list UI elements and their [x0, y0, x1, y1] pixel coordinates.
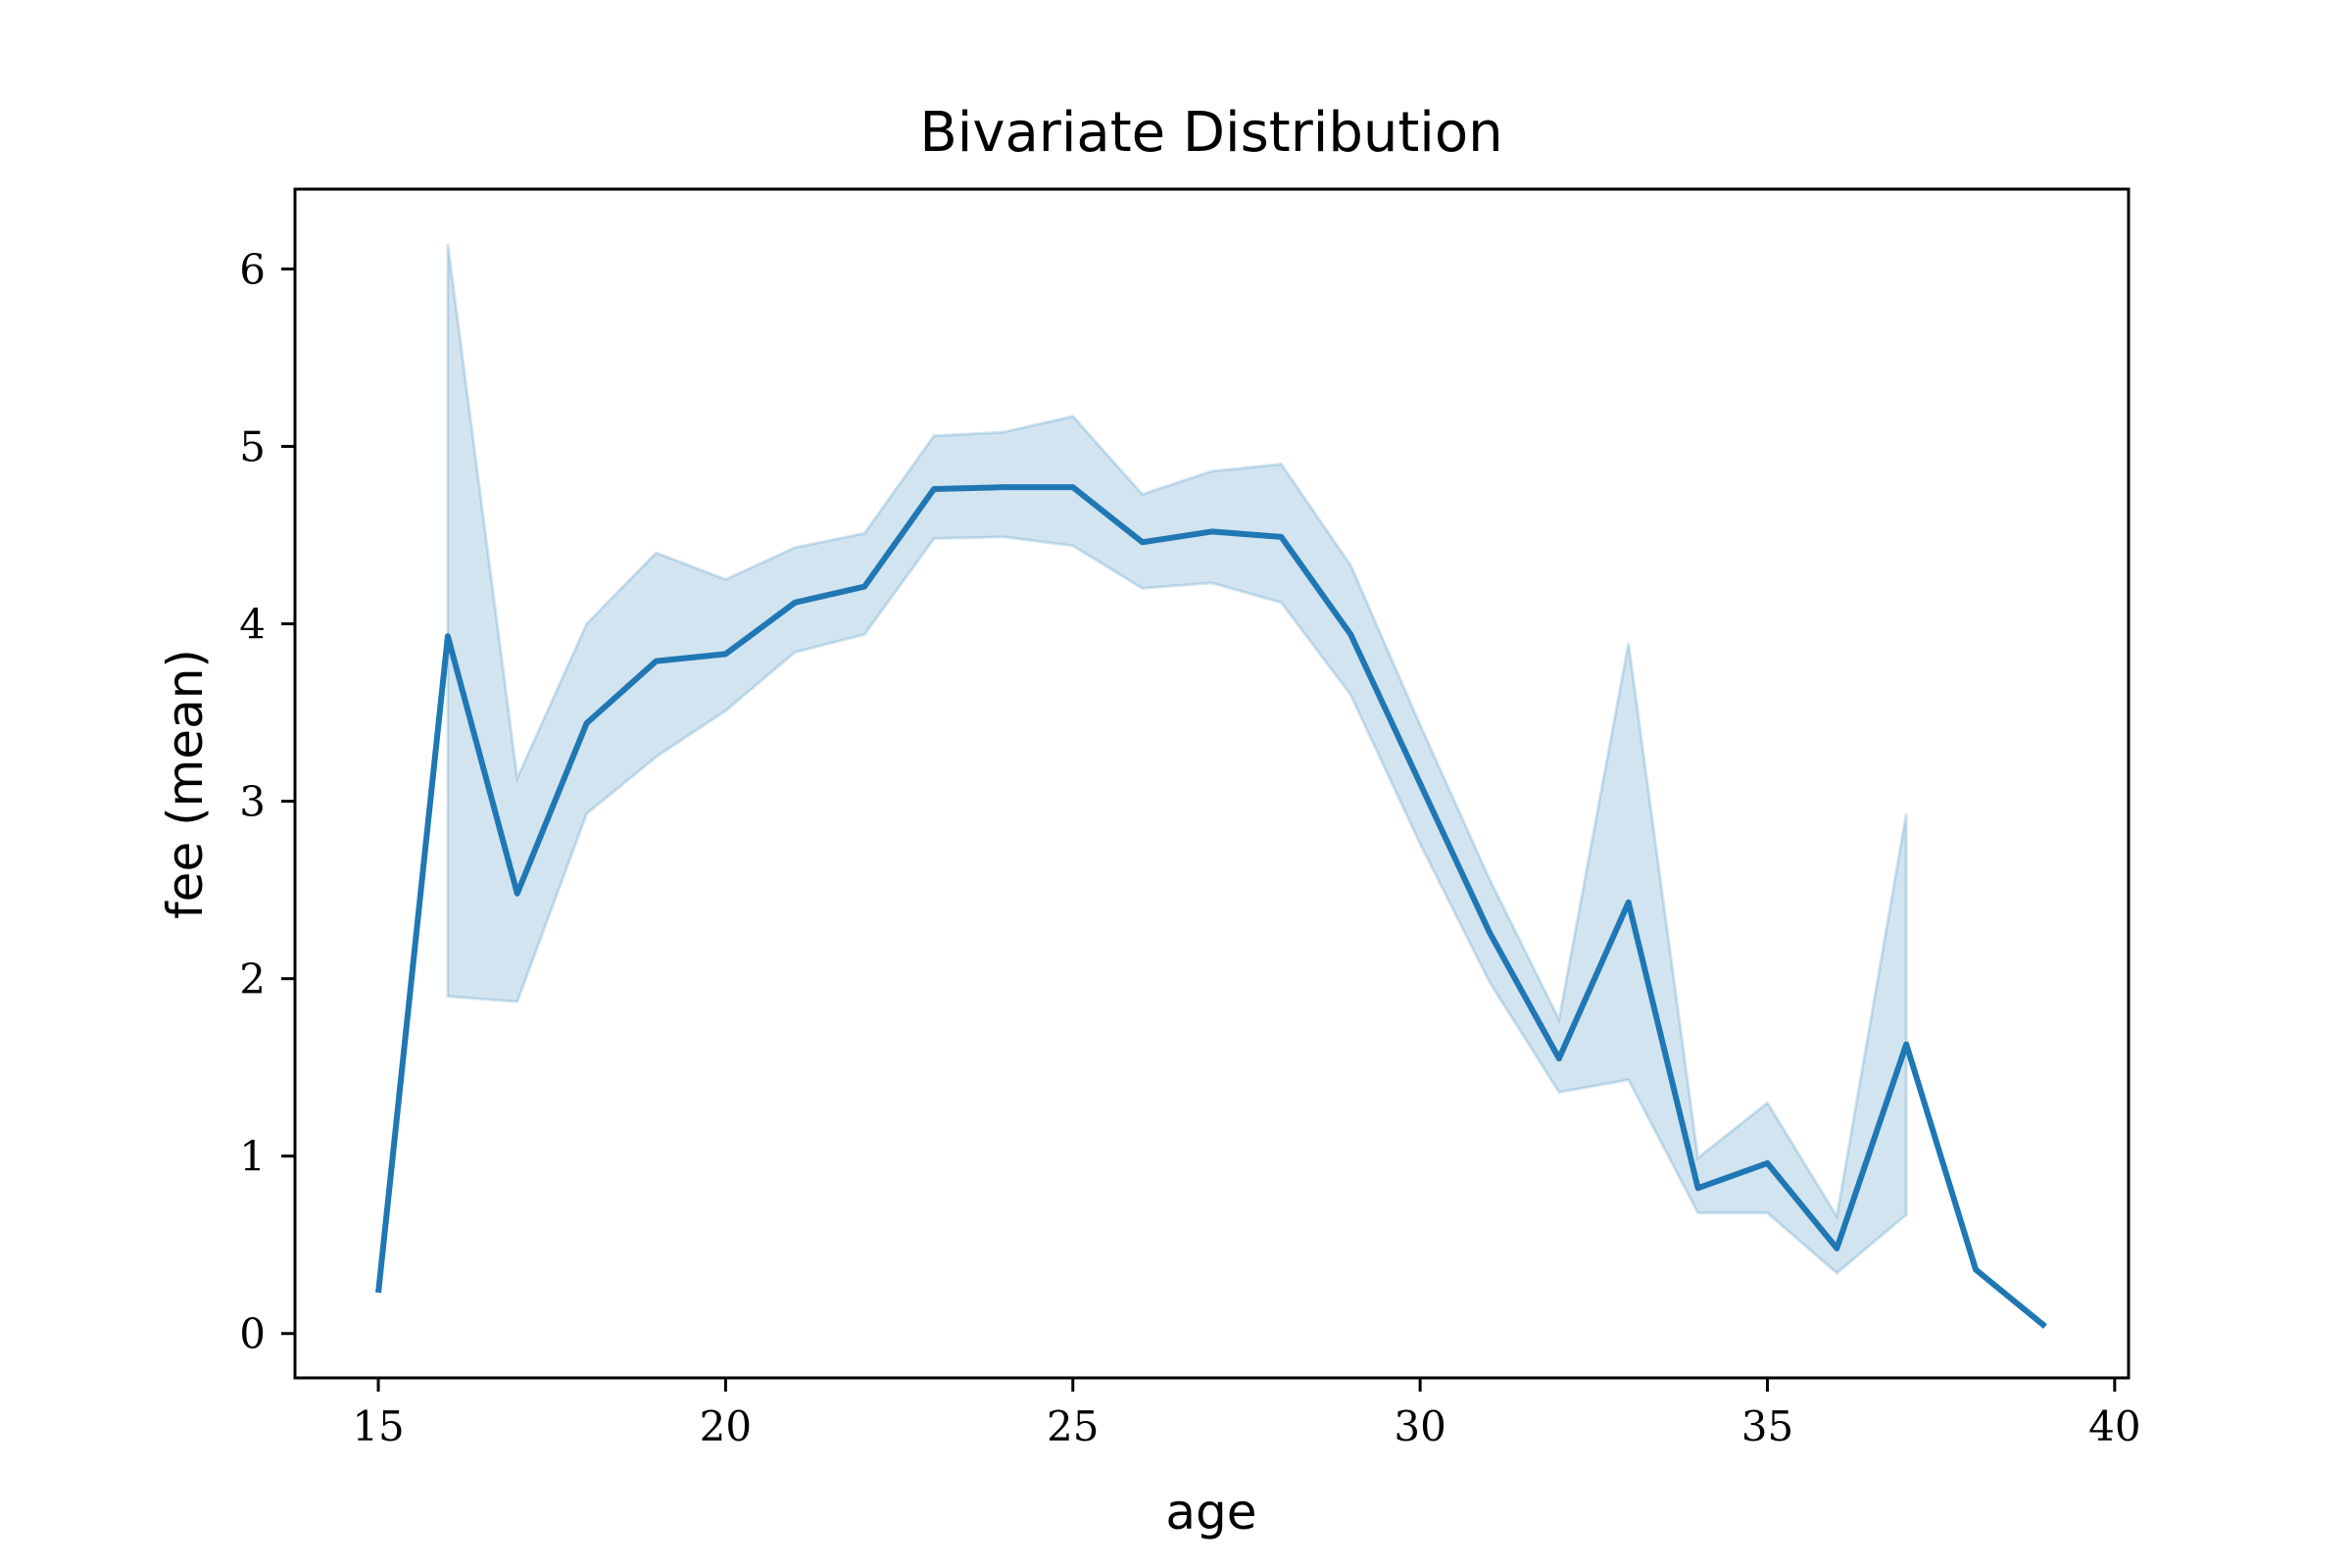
y-axis-label: fee (mean) — [157, 649, 214, 919]
y-tick-label: 6 — [239, 245, 266, 293]
mean-line — [375, 484, 2047, 1329]
y-tick-label: 0 — [239, 1310, 266, 1358]
x-axis-label: age — [1165, 1484, 1256, 1541]
chart-title: Bivariate Distribution — [919, 101, 1502, 165]
x-tick-label: 35 — [1741, 1402, 1793, 1450]
y-tick-label: 4 — [239, 601, 266, 649]
x-tick-label: 40 — [2088, 1402, 2140, 1450]
y-tick-label: 5 — [239, 423, 266, 471]
x-tick-label: 15 — [352, 1402, 404, 1450]
confidence-band — [446, 243, 1908, 1276]
y-tick-label: 2 — [239, 956, 266, 1004]
axes-frame — [293, 187, 2131, 1380]
x-tick-label: 25 — [1047, 1402, 1099, 1450]
axis-ticks: 15 20 25 30 35 40 0 1 2 3 4 5 6 — [239, 245, 2140, 1450]
x-tick-label: 20 — [700, 1402, 752, 1450]
plot-area — [375, 243, 2047, 1329]
y-tick-label: 1 — [239, 1133, 266, 1181]
x-tick-label: 30 — [1394, 1402, 1446, 1450]
y-tick-label: 3 — [239, 778, 266, 826]
